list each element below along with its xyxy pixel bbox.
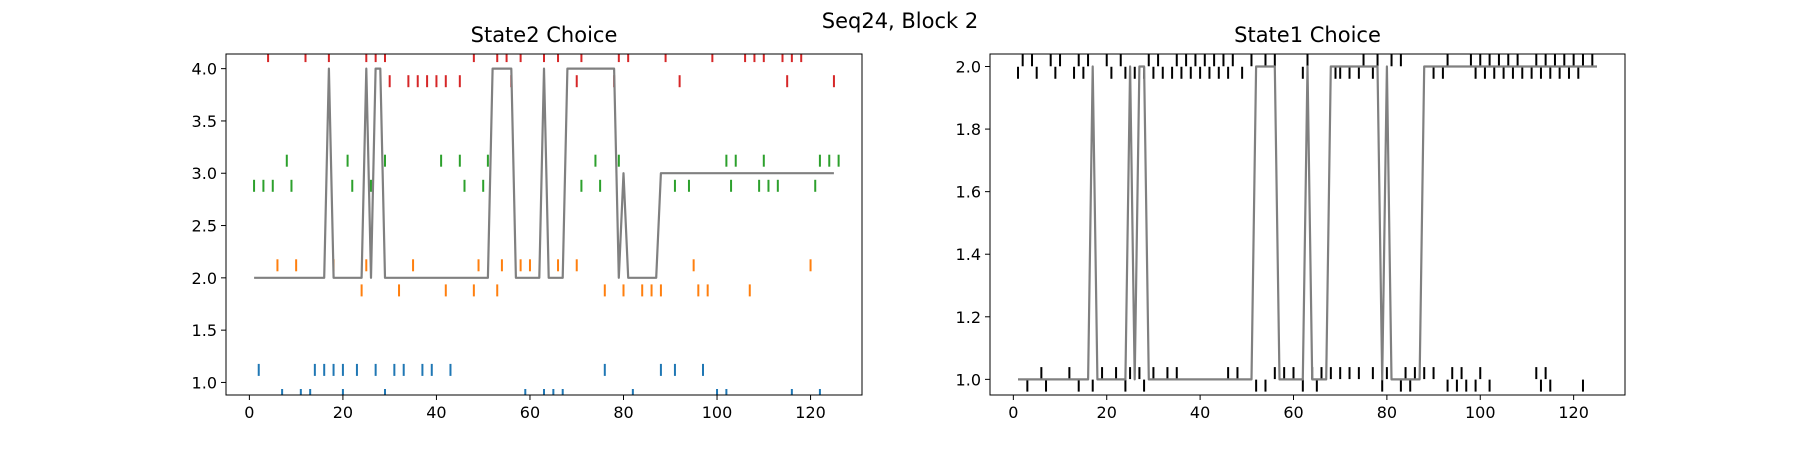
y-tick-label: 1.6 [956,183,981,202]
x-tick-label: 0 [1008,403,1018,422]
x-tick-label: 80 [1377,403,1397,422]
axes-frame [989,53,1626,396]
choice-line [1018,65,1597,381]
plot-area [1017,54,1597,392]
y-tick-label: 2.0 [956,58,981,77]
x-tick-label: 60 [520,403,540,422]
x-tick-label: 20 [333,403,353,422]
state2-choice-panel: State2 Choice 0 20 40 60 80 100 120 1.0 1.5 2.0 2.5… [192,23,863,422]
x-tick-label: 100 [1465,403,1496,422]
y-tick-label: 1.4 [956,245,981,264]
x-tick-label: 120 [1558,403,1589,422]
x-tick-label: 120 [795,403,826,422]
state1-choice-panel: State1 Choice 0 20 40 60 80 100 120 1.0 1.2 1.4 1.6… [956,23,1626,422]
y-tick-label: 1.0 [192,373,217,392]
choice-line [254,67,834,279]
x-tick-label: 100 [702,403,733,422]
x-tick-label: 0 [244,403,254,422]
figure-title: Seq24, Block 2 [822,9,979,33]
y-tick-label: 3.0 [192,164,217,183]
x-tick-label: 80 [613,403,633,422]
plot-area [253,54,840,395]
y-tick-label: 1.0 [956,370,981,389]
y-tick-label: 2.5 [192,217,217,236]
y-tick-label: 3.5 [192,112,217,131]
y-tick-label: 2.0 [192,269,217,288]
y-tick-label: 1.8 [956,120,981,139]
axes-frame [225,53,863,396]
panel-title: State2 Choice [471,23,618,47]
y-tick-label: 4.0 [192,60,217,79]
panel-title: State1 Choice [1234,23,1381,47]
x-tick-label: 40 [426,403,446,422]
y-tick-label: 1.2 [956,308,981,327]
x-tick-label: 40 [1190,403,1210,422]
x-tick-label: 20 [1097,403,1117,422]
x-tick-label: 60 [1283,403,1303,422]
y-tick-label: 1.5 [192,321,217,340]
